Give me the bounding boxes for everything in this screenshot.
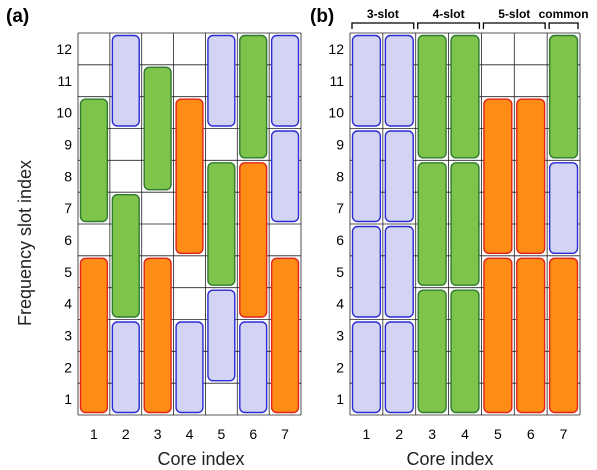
panel-b-xtick-label: 7 <box>560 426 568 442</box>
panel-b-block-core6-orange <box>516 257 546 414</box>
panel-b-ytick-label: 2 <box>336 359 344 375</box>
panel-b-block-core1-purple <box>351 225 382 318</box>
panel-label-b: (b) <box>310 6 334 27</box>
panel-a-ytick-label: 4 <box>64 296 72 312</box>
panel-a-block-core1-green <box>79 98 109 223</box>
panel-b-block-core4-green <box>450 289 480 414</box>
panel-a-block-core6-purple <box>239 321 268 414</box>
panel-a-block-core2-purple <box>111 34 140 127</box>
panel-b-block-core7-orange <box>548 257 579 414</box>
panel-a-block-core5-green <box>207 162 236 286</box>
panel-a-ytick-label: 5 <box>64 264 72 280</box>
panel-b-block-core6-orange <box>516 98 546 255</box>
panel-b-group-label: 5-slot <box>498 7 530 21</box>
panel-b-block-core1-purple <box>351 34 382 127</box>
panel-a-ytick-label: 6 <box>64 232 72 248</box>
x-axis-title-a: Core index <box>157 449 244 469</box>
panel-b-block-core7-green <box>548 34 579 159</box>
panel-a-block-core6-orange <box>239 162 268 318</box>
panel-a-xtick-label: 1 <box>90 426 98 442</box>
panel-a-block-core2-green <box>111 193 140 318</box>
panel-b-ytick-label: 8 <box>336 168 344 184</box>
panel-b-block-core4-green <box>450 34 480 159</box>
panel-b-group-bracket <box>417 22 481 29</box>
panel-a-block-core5-purple <box>207 34 236 127</box>
panel-b-xtick-label: 4 <box>461 426 469 442</box>
panel-a-ytick-label: 7 <box>64 200 72 216</box>
panel-a-block-core6-green <box>239 34 268 159</box>
panel-b-xtick-label: 2 <box>395 426 403 442</box>
panel-b-group-bracket <box>548 22 579 29</box>
panel-b-xtick-label: 3 <box>428 426 436 442</box>
panel-b-ytick-label: 4 <box>336 296 344 312</box>
panel-b-block-core2-purple <box>384 34 414 127</box>
panel-a-ytick-label: 8 <box>64 168 72 184</box>
panel-b-group-bracket <box>351 22 415 29</box>
panel-b-group-label: 3-slot <box>367 7 399 21</box>
panel-a-block-core1-orange <box>79 257 109 414</box>
panel-b-ytick-label: 6 <box>336 232 344 248</box>
panel-b-group-bracket <box>482 22 546 29</box>
panel-a-block-core4-purple <box>175 321 204 414</box>
panel-a-block-core7-orange <box>270 257 300 414</box>
panel-b-ytick-label: 7 <box>336 200 344 216</box>
panel-a-xtick-label: 3 <box>154 426 162 442</box>
panel-b-block-core1-purple <box>351 130 382 223</box>
panel-b-ytick-label: 11 <box>329 73 344 89</box>
panel-a-xtick-label: 4 <box>186 426 194 442</box>
panel-a-block-core3-orange <box>143 257 172 414</box>
panel-b-block-core3-green <box>417 34 447 159</box>
panel-b-ytick-label: 3 <box>336 327 344 343</box>
panel-a-block-core2-purple <box>111 321 140 414</box>
panel-b-group-label: common <box>539 7 589 21</box>
panel-a-ytick-label: 2 <box>64 359 72 375</box>
panel-a-ytick-label: 1 <box>64 391 72 407</box>
panel-b-ytick-label: 10 <box>328 105 344 121</box>
panel-b-block-core2-purple <box>384 225 414 318</box>
panel-b-xtick-label: 1 <box>363 426 371 442</box>
panel-b-ytick-label: 9 <box>336 136 344 152</box>
panel-b-block-core5-orange <box>483 98 513 255</box>
panel-b-ytick-label: 1 <box>336 391 344 407</box>
panel-a-ytick-label: 12 <box>56 41 72 57</box>
panel-b-block-core2-purple <box>384 130 414 223</box>
panel-b-block-core7-purple <box>548 162 579 255</box>
panel-a-xtick-label: 5 <box>217 426 225 442</box>
panel-b-block-core2-purple <box>384 321 414 414</box>
panel-a-ytick-label: 3 <box>64 327 72 343</box>
panel-a-block-core4-orange <box>175 98 204 255</box>
panel-b-block-core1-purple <box>351 321 382 414</box>
panel-b-group-label: 4-slot <box>433 7 465 21</box>
panel-a-block-core5-purple <box>207 289 236 382</box>
panel-a-block-core7-purple <box>270 34 300 127</box>
panel-a-xtick-label: 2 <box>122 426 130 442</box>
y-axis-title: Frequency slot index <box>15 160 35 326</box>
panel-label-a: (a) <box>6 6 29 27</box>
panel-b-xtick-label: 5 <box>494 426 502 442</box>
panel-a-block-core3-green <box>143 66 172 191</box>
panel-a-xtick-label: 6 <box>249 426 257 442</box>
panel-a-ytick-label: 9 <box>64 136 72 152</box>
panel-a-block-core7-purple <box>270 130 300 223</box>
panel-b-block-core3-green <box>417 289 447 414</box>
panel-a-ytick-label: 10 <box>56 105 72 121</box>
panel-a-xtick-label: 7 <box>281 426 289 442</box>
panel-b-xtick-label: 6 <box>527 426 535 442</box>
panel-b-ytick-label: 5 <box>336 264 344 280</box>
panel-b-block-core3-green <box>417 162 447 286</box>
panel-b-block-core5-orange <box>483 257 513 414</box>
panel-b-block-core4-green <box>450 162 480 286</box>
panel-b-ytick-label: 12 <box>328 41 344 57</box>
x-axis-title-b: Core index <box>406 449 493 469</box>
panel-a-ytick-label: 11 <box>57 73 72 89</box>
